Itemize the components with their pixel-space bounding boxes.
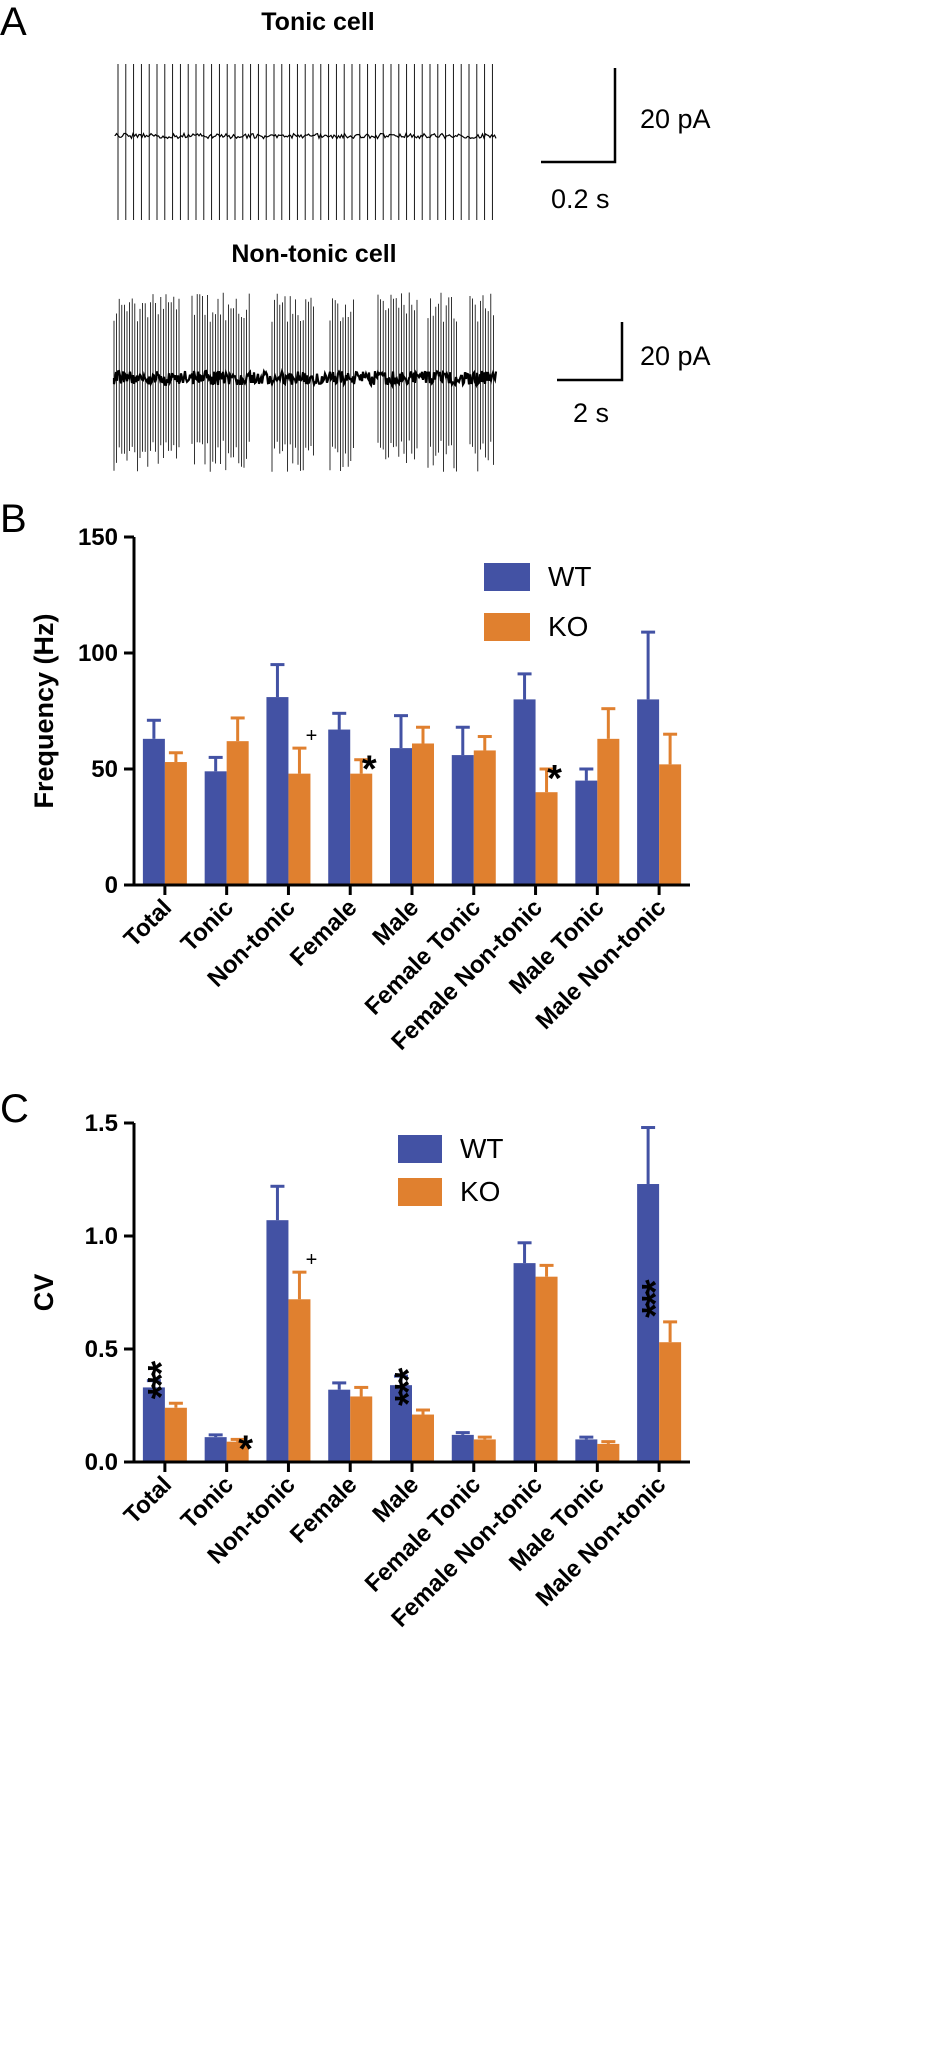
legend-label-ko: KO [460,1176,500,1207]
nontonic-baseline [112,367,498,390]
y-tick-label: 0 [105,872,118,899]
tonic-spikes [117,64,493,220]
bar-ko-male [412,743,434,885]
bar-wt-female-non-tonic [513,1263,536,1462]
legend-swatch-wt [398,1135,442,1163]
tonic-scale-y-label: 20 pA [640,104,711,134]
bar-ko-female [350,773,373,885]
legend-label-wt: WT [460,1133,504,1164]
bar-wt-non-tonic [266,697,289,885]
y-axis-title: CV [29,1274,59,1312]
y-tick-label: 0.0 [85,1449,118,1476]
bar-wt-female [328,1389,351,1462]
y-tick-label: 1.0 [85,1223,118,1250]
nontonic-scale-bar [557,322,624,382]
bar-wt-male-non-tonic [637,1184,660,1462]
bar-wt-male-non-tonic [637,699,660,885]
y-tick-label: 100 [78,640,118,667]
bar-wt-male [390,748,412,885]
significance-star-female-non-tonic: * [547,758,562,800]
x-tick-label-male: Male [367,1471,424,1528]
x-tick-label-total: Total [119,1471,177,1529]
legend-swatch-ko [484,613,530,641]
bar-wt-male-tonic [575,780,598,885]
nontonic-cell-trace [112,292,498,472]
y-tick-label: 1.5 [85,1110,118,1137]
nontonic-spikes [113,292,494,472]
bar-ko-tonic [226,741,249,885]
bar-ko-male [412,1414,434,1462]
legend-swatch-ko [398,1178,442,1206]
bar-ko-total [164,1407,187,1462]
significance-stars-total: *** [141,1361,183,1400]
bar-wt-female [328,729,351,885]
bar-wt-female-tonic [451,1434,474,1462]
bar-ko-female-tonic [473,750,496,885]
significance-star-female: * [362,749,377,791]
tonic-cell-trace [114,64,497,220]
tonic-scale-x-label: 0.2 s [551,184,610,214]
panel-c-letter: C [0,1087,29,1131]
bar-ko-male-tonic [597,1443,620,1462]
significance-plus-non-tonic: + [306,1249,318,1271]
bar-ko-female [350,1396,373,1462]
legend-label-wt: WT [548,561,592,592]
panel-a-letter: A [0,0,27,44]
bar-wt-non-tonic [266,1220,289,1462]
significance-star-tonic: * [238,1428,253,1470]
bar-ko-tonic [226,1441,249,1462]
bar-wt-total [142,738,165,885]
bar-wt-tonic [204,1437,227,1462]
bar-ko-male-non-tonic [659,1342,682,1462]
x-tick-label-female: Female [285,894,363,972]
x-tick-label-total: Total [119,894,177,952]
bar-wt-male-tonic [575,1439,598,1462]
legend-swatch-wt [484,563,530,591]
y-axis-title: Frequency (Hz) [29,613,59,808]
x-tick-label-female: Female [285,1471,363,1549]
bar-ko-non-tonic [288,1299,311,1462]
nontonic-scale-y-label: 20 pA [640,341,711,371]
legend-label-ko: KO [548,611,588,642]
bar-ko-male-non-tonic [659,764,682,885]
significance-plus-non-tonic: + [306,725,318,747]
significance-stars-male-non-tonic: *** [635,1279,677,1318]
panel-b-letter: B [0,497,27,541]
tonic-cell-title: Tonic cell [261,8,374,36]
y-tick-label: 0.5 [85,1336,118,1363]
bar-wt-total [142,1387,165,1462]
y-tick-label: 150 [78,524,118,551]
bar-wt-female-non-tonic [513,699,536,885]
bar-ko-male-tonic [597,738,620,885]
bar-wt-female-tonic [451,755,474,885]
significance-stars-male: *** [388,1367,430,1406]
bar-ko-female-non-tonic [535,792,558,885]
nontonic-cell-title: Non-tonic cell [231,240,396,268]
bar-wt-male [390,1385,412,1462]
bar-wt-tonic [204,771,227,885]
x-tick-label-male: Male [367,894,424,951]
bar-ko-total [164,762,187,885]
bar-ko-female-non-tonic [535,1276,558,1462]
tonic-scale-bar [541,68,617,164]
bar-ko-female-tonic [473,1439,496,1462]
bar-ko-non-tonic [288,773,311,885]
nontonic-scale-x-label: 2 s [573,398,609,428]
y-tick-label: 50 [91,756,118,783]
